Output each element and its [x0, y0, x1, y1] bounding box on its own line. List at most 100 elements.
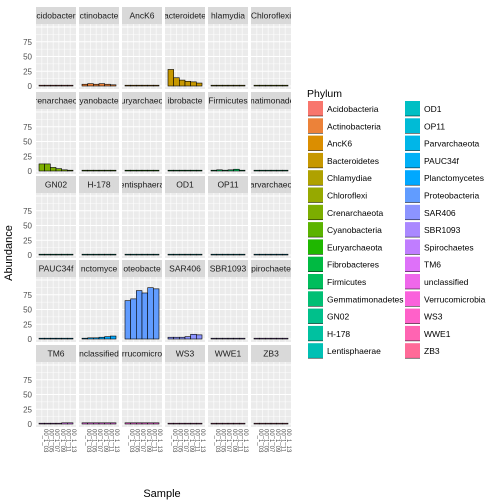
- bar: [56, 169, 62, 171]
- bar: [196, 254, 202, 255]
- facet-panels: cidobacter0255075ctinobacte AncK6 acteroid…: [23, 7, 295, 453]
- bar: [110, 423, 116, 424]
- bar: [45, 85, 51, 86]
- y-tick-label: 50: [23, 391, 32, 400]
- y-tick-label: 0: [28, 420, 33, 429]
- legend-label: Gemmatimonadetes: [327, 294, 404, 304]
- facet-strip-label: OD1: [176, 180, 194, 190]
- bar: [277, 85, 283, 86]
- bar: [254, 85, 260, 86]
- facet-strip-label: nctomyce: [81, 264, 118, 274]
- bar: [39, 338, 45, 339]
- facet-strip-label: H-178: [87, 180, 110, 190]
- bar: [228, 423, 234, 424]
- bar: [185, 254, 191, 255]
- facet-strip-label: SBR1093: [210, 264, 247, 274]
- facet-panel: Chloroflexi: [251, 7, 291, 89]
- legend-swatch: [308, 343, 323, 358]
- bar: [136, 85, 142, 86]
- y-tick-label: 50: [23, 53, 32, 62]
- x-tick-label: 00_1_05: [91, 429, 97, 453]
- legend-swatch: [405, 188, 420, 203]
- bar: [99, 170, 105, 171]
- bar: [62, 254, 68, 255]
- legend-label: Planctomycetes: [424, 173, 484, 183]
- legend-label: SBR1093: [424, 225, 461, 235]
- facet-panel: pirochaete: [251, 260, 291, 342]
- legend-label: Euryarchaeota: [327, 242, 383, 252]
- x-tick-label: 00_1_05: [263, 429, 269, 453]
- x-tick-label: 00_1_13: [285, 429, 291, 453]
- bar: [217, 338, 223, 339]
- bar: [142, 254, 148, 255]
- y-tick-label: 50: [23, 306, 32, 315]
- legend-label: OP11: [424, 121, 445, 131]
- facet-panel: rrucomicro: [122, 345, 162, 427]
- bar: [191, 170, 197, 171]
- legend-swatch: [405, 274, 420, 289]
- facet-panel: uryarchaeo: [121, 92, 164, 174]
- bar: [191, 254, 197, 255]
- bar: [136, 170, 142, 171]
- facet-panel: cidobacter: [36, 7, 76, 89]
- facet-panel: matimonade: [248, 92, 295, 174]
- legend-label: Proteobacteria: [424, 191, 480, 201]
- legend-label: unclassified: [424, 277, 469, 287]
- bar: [277, 338, 283, 339]
- facet-strip-label: cidobacter: [36, 11, 75, 21]
- bar: [110, 336, 116, 339]
- legend-swatch: [308, 136, 323, 151]
- bar: [82, 254, 88, 255]
- bar: [99, 254, 105, 255]
- facet-strip-label: ZB3: [263, 349, 279, 359]
- bar: [254, 423, 260, 424]
- facet-strip-label: WWE1: [215, 349, 242, 359]
- bar: [50, 423, 56, 424]
- y-tick-label: 0: [28, 167, 33, 176]
- facet-strip-label: acteroidete: [164, 11, 206, 21]
- bar: [211, 170, 217, 171]
- bar: [217, 254, 223, 255]
- bar: [125, 301, 131, 339]
- facet-panel: OD1: [165, 176, 205, 258]
- legend-label: Verrucomicrobia: [424, 294, 486, 304]
- bar: [265, 338, 271, 339]
- bar: [99, 423, 105, 424]
- x-tick-label: 00_1_03: [257, 429, 263, 453]
- bar: [271, 170, 277, 171]
- bar: [260, 85, 266, 86]
- bar: [136, 423, 142, 424]
- bar: [217, 170, 223, 171]
- facet-panel: AncK6: [122, 7, 162, 89]
- bar: [82, 338, 88, 339]
- facet-strip-label: Firmicutes: [208, 96, 247, 106]
- legend-swatch: [405, 309, 420, 324]
- bar: [110, 254, 116, 255]
- bar: [153, 254, 159, 255]
- legend-title: Phylum: [307, 88, 342, 100]
- legend-swatch: [405, 343, 420, 358]
- facet-panel: PAUC34f: [36, 260, 76, 342]
- x-tick-label: 00_1_13: [156, 429, 162, 453]
- bar: [168, 337, 174, 339]
- bar: [131, 254, 137, 255]
- bar: [105, 337, 111, 339]
- bar: [265, 85, 271, 86]
- facet-panel: WS3: [165, 345, 205, 427]
- bar: [179, 80, 185, 86]
- y-tick-label: 75: [23, 207, 32, 216]
- x-tick-label: 00_1_11: [65, 429, 71, 453]
- bar: [56, 85, 62, 86]
- legend-label: WS3: [424, 312, 443, 322]
- facet-strip-label: hlamydia: [211, 11, 245, 21]
- bar: [191, 334, 197, 339]
- bar: [88, 84, 94, 86]
- legend-swatch: [308, 188, 323, 203]
- bar: [45, 423, 51, 424]
- bar: [153, 85, 159, 86]
- bar: [234, 85, 240, 86]
- bar: [125, 85, 131, 86]
- bar: [222, 423, 228, 424]
- bar: [239, 338, 245, 339]
- bar: [265, 423, 271, 424]
